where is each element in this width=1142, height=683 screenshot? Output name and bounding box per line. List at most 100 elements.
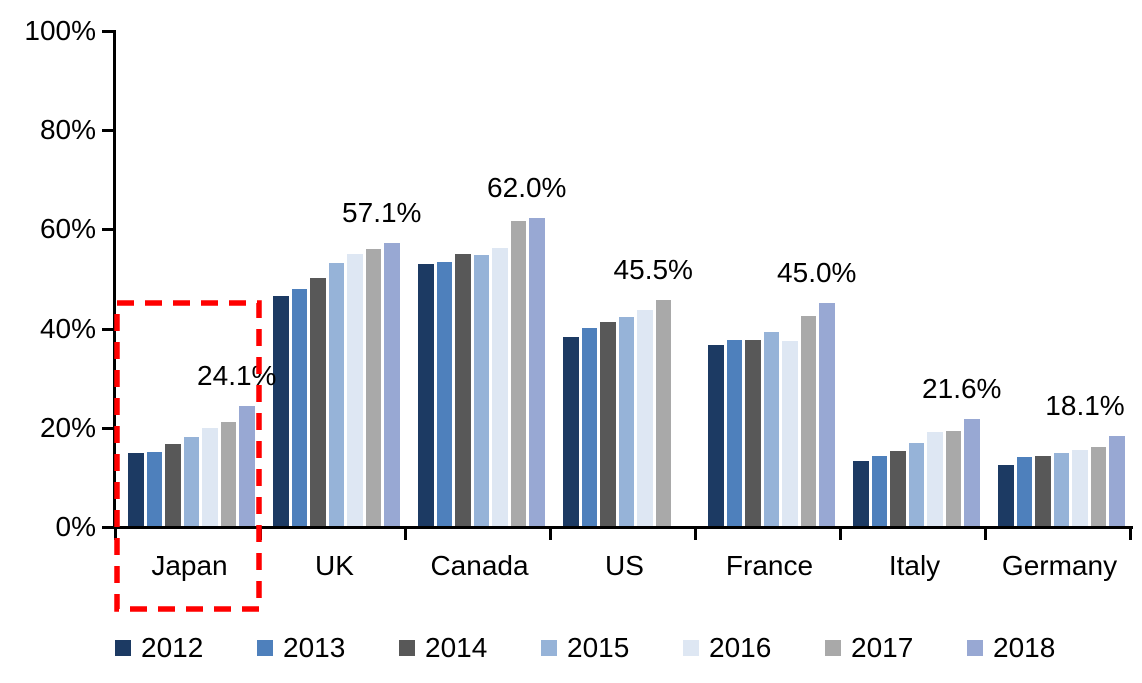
- x-axis-category-label: France: [725, 550, 814, 581]
- x-axis-category-label: Italy: [888, 550, 941, 581]
- y-axis-tick-label: 0%: [55, 511, 96, 542]
- legend-item: 2015: [541, 632, 683, 664]
- bar-france-2013: [726, 339, 742, 526]
- legend-swatch: [683, 640, 699, 656]
- x-axis-category-label: Japan: [151, 550, 228, 581]
- legend-label: 2015: [567, 632, 630, 663]
- bar-france-2014: [745, 340, 761, 526]
- bar-canada-2016: [492, 247, 508, 526]
- legend-swatch: [825, 640, 841, 656]
- bar-france-2018: [819, 302, 835, 526]
- bar-us-2016: [637, 309, 653, 526]
- bar-canada-2013: [436, 261, 452, 526]
- legend-label: 2017: [851, 632, 914, 663]
- bar-germany-2018: [1109, 436, 1125, 526]
- bar-canada-2015: [473, 255, 489, 526]
- bar-italy-2016: [927, 432, 943, 526]
- x-axis-category-label: US: [605, 550, 644, 581]
- bar-france-2015: [763, 332, 779, 526]
- y-axis-tick-label: 100%: [24, 15, 96, 46]
- bar-italy-2013: [871, 456, 887, 526]
- bar-france-2012: [708, 344, 724, 526]
- x-axis-tick: [549, 526, 552, 540]
- bar-italy-2012: [853, 460, 869, 526]
- legend-label: 2018: [993, 632, 1056, 663]
- legend-item: 2012: [115, 632, 257, 664]
- bar-canada-2012: [418, 263, 434, 526]
- bar-us-2014: [600, 322, 616, 526]
- value-label: 21.6%: [922, 372, 1002, 404]
- bar-germany-2013: [1016, 457, 1032, 526]
- bar-uk-2013: [291, 289, 307, 526]
- bar-canada-2018: [529, 218, 545, 526]
- x-axis-tick: [694, 526, 697, 540]
- legend-item: 2014: [399, 632, 541, 664]
- x-axis-tick: [984, 526, 987, 540]
- value-label: 57.1%: [342, 196, 422, 228]
- bar-japan-2017: [220, 421, 236, 526]
- legend-label: 2013: [283, 632, 346, 663]
- x-axis-category-label: UK: [315, 550, 354, 581]
- value-label: 18.1%: [1045, 390, 1125, 422]
- bar-germany-2012: [998, 464, 1014, 526]
- y-axis-tick: [102, 228, 115, 232]
- value-label: 62.0%: [487, 172, 567, 204]
- bar-france-2017: [800, 316, 816, 526]
- bar-uk-2015: [328, 262, 344, 526]
- y-axis-tick-label: 20%: [39, 411, 96, 443]
- x-axis-tick: [839, 526, 842, 540]
- legend-label: 2016: [709, 632, 772, 663]
- x-axis-tick: [114, 526, 117, 540]
- y-axis-line: [113, 30, 116, 527]
- bar-japan-2013: [146, 451, 162, 526]
- legend-swatch: [967, 640, 983, 656]
- bar-japan-2015: [183, 436, 199, 526]
- y-axis-tick-label: 60%: [39, 213, 96, 245]
- legend-item: 2018: [967, 632, 1109, 664]
- bar-canada-2017: [510, 220, 526, 526]
- y-axis-tick: [102, 129, 115, 133]
- value-label: 45.0%: [777, 256, 857, 288]
- bar-germany-2014: [1035, 455, 1051, 526]
- legend-swatch: [399, 640, 415, 656]
- legend-swatch: [115, 640, 131, 656]
- y-axis-tick-label: 40%: [39, 312, 96, 344]
- x-axis-line: [102, 526, 1133, 529]
- bar-japan-2014: [165, 444, 181, 526]
- bar-italy-2015: [908, 443, 924, 526]
- bar-uk-2014: [310, 278, 326, 526]
- value-label: 45.5%: [613, 254, 693, 286]
- y-axis-tick: [102, 30, 115, 33]
- bar-japan-2016: [202, 427, 218, 526]
- bar-japan-2018: [239, 406, 255, 526]
- legend-label: 2012: [141, 632, 204, 663]
- x-axis-tick: [1129, 526, 1132, 540]
- legend-label: 2014: [425, 632, 488, 663]
- bar-us-2013: [581, 327, 597, 526]
- x-axis-tick: [404, 526, 407, 540]
- bar-japan-2012: [128, 452, 144, 526]
- bar-us-2015: [618, 316, 634, 526]
- x-axis-tick: [259, 526, 262, 540]
- bar-us-2017: [655, 300, 671, 526]
- y-axis-tick: [102, 426, 115, 430]
- bar-france-2016: [782, 340, 798, 526]
- x-axis-category-label: Canada: [430, 550, 529, 581]
- bar-uk-2016: [347, 254, 363, 526]
- bar-italy-2018: [964, 418, 980, 526]
- bar-uk-2018: [384, 242, 400, 526]
- legend-item: 2013: [257, 632, 399, 664]
- bar-italy-2017: [945, 431, 961, 526]
- value-label: 24.1%: [197, 360, 277, 392]
- bar-us-2012: [563, 336, 579, 526]
- legend-item: 2016: [683, 632, 825, 664]
- bar-italy-2014: [890, 450, 906, 526]
- legend: 2012 2013 2014 2015 2016 2017 2018: [115, 630, 1109, 666]
- legend-item: 2017: [825, 632, 967, 664]
- bar-germany-2017: [1090, 447, 1106, 526]
- bar-uk-2017: [365, 249, 381, 526]
- bar-canada-2014: [455, 254, 471, 526]
- y-axis-tick: [102, 327, 115, 331]
- bar-germany-2015: [1053, 453, 1069, 526]
